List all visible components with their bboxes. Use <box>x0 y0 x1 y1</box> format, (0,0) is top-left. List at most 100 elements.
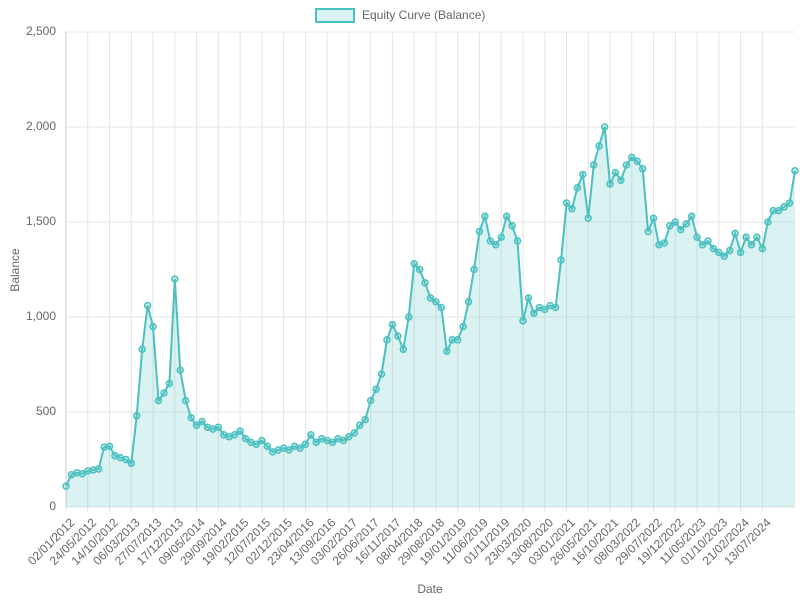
point <box>677 225 685 234</box>
point <box>638 165 647 173</box>
point <box>171 275 179 283</box>
point <box>589 161 598 169</box>
point <box>410 260 418 268</box>
point <box>263 442 272 450</box>
point <box>481 212 489 221</box>
point <box>307 431 315 439</box>
point <box>774 206 783 215</box>
point <box>426 294 435 302</box>
point <box>698 241 707 249</box>
point <box>687 212 696 221</box>
point <box>551 303 560 312</box>
point <box>361 415 369 424</box>
point <box>633 157 641 165</box>
point <box>470 265 478 274</box>
y-tick-label: 0 <box>49 499 56 513</box>
point <box>160 389 168 397</box>
point <box>753 233 761 241</box>
point <box>584 214 593 222</box>
point <box>453 336 462 344</box>
point <box>377 370 386 378</box>
point <box>415 265 424 274</box>
point <box>600 123 609 131</box>
point <box>736 248 745 257</box>
point <box>693 233 701 241</box>
point <box>617 176 625 184</box>
point <box>388 320 397 329</box>
point <box>258 436 266 445</box>
point <box>214 423 223 431</box>
point <box>666 222 674 230</box>
point <box>236 427 244 435</box>
point <box>198 417 206 426</box>
point <box>432 298 440 306</box>
legend-swatch <box>315 8 355 23</box>
point <box>731 229 739 238</box>
point <box>241 434 250 443</box>
point <box>285 446 293 454</box>
point <box>192 421 201 430</box>
point <box>785 199 794 207</box>
point <box>573 184 582 192</box>
legend-label: Equity Curve (Balance) <box>362 8 485 22</box>
point <box>475 227 484 236</box>
point <box>644 227 652 236</box>
point <box>611 168 620 177</box>
point <box>502 212 511 221</box>
point <box>132 412 141 420</box>
point <box>328 438 337 447</box>
point <box>187 413 195 422</box>
point <box>649 214 658 222</box>
line <box>65 126 796 487</box>
point <box>791 166 799 175</box>
point <box>78 470 87 478</box>
point <box>519 317 527 325</box>
point <box>350 429 359 437</box>
point <box>764 218 772 226</box>
point <box>492 241 500 249</box>
point <box>524 294 533 302</box>
point <box>394 332 402 340</box>
point <box>508 222 516 230</box>
point <box>230 431 239 439</box>
point <box>301 440 310 449</box>
point <box>383 336 391 344</box>
point <box>404 313 413 321</box>
y-tick-label: 2,500 <box>26 24 56 38</box>
point <box>181 396 190 405</box>
point <box>486 237 495 245</box>
point <box>715 248 723 257</box>
point <box>660 239 669 247</box>
point <box>176 366 184 374</box>
y-tick-label: 1,000 <box>26 309 56 323</box>
point <box>372 385 380 393</box>
point <box>720 252 729 260</box>
point <box>671 218 680 226</box>
y-tick-label: 2,000 <box>26 119 56 133</box>
point <box>628 153 636 162</box>
point <box>557 256 565 264</box>
point <box>154 396 163 405</box>
point <box>704 237 712 245</box>
point <box>459 322 467 331</box>
point <box>296 444 304 452</box>
point <box>312 438 321 447</box>
point <box>399 345 408 354</box>
point <box>530 309 538 317</box>
point <box>122 455 130 464</box>
point <box>437 303 446 312</box>
point <box>138 345 146 354</box>
point <box>682 220 690 228</box>
point <box>345 432 353 441</box>
point <box>165 379 174 388</box>
point <box>443 347 451 355</box>
point <box>252 440 261 449</box>
point <box>579 170 587 179</box>
point <box>464 298 473 306</box>
point <box>742 233 750 241</box>
point <box>513 237 522 245</box>
point <box>595 142 603 150</box>
point <box>606 180 614 188</box>
point <box>747 241 756 249</box>
